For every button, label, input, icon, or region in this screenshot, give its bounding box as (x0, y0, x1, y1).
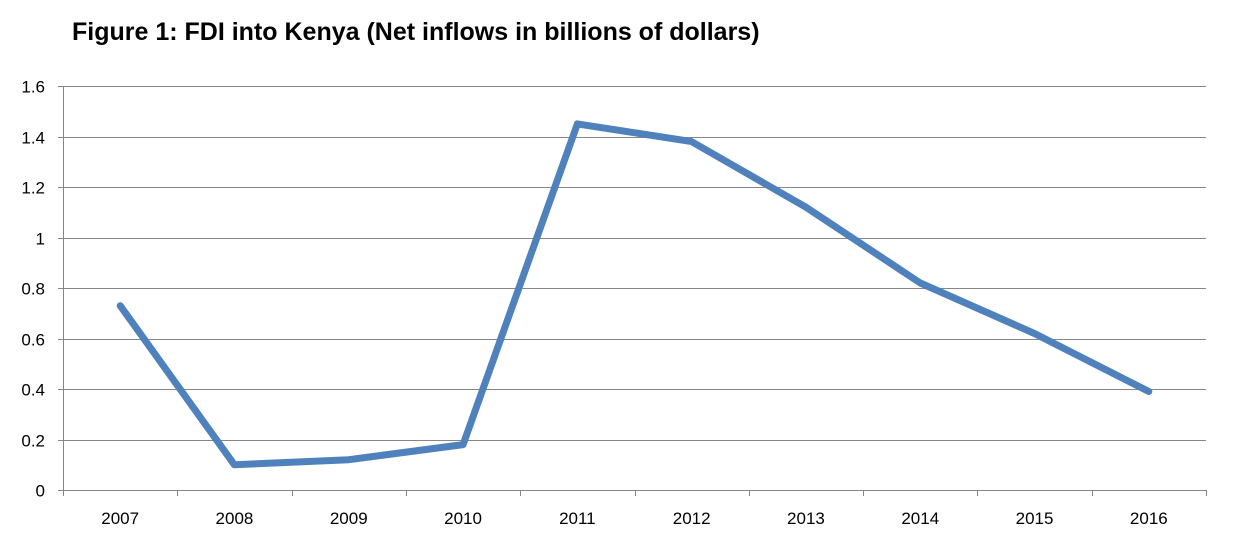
y-tick-label: 1 (36, 230, 45, 249)
x-tick-label: 2016 (1130, 509, 1168, 528)
x-tick-label: 2014 (901, 509, 939, 528)
x-tick-label: 2009 (330, 509, 368, 528)
y-tick-label: 1.2 (21, 179, 45, 198)
y-tick-label: 0.4 (21, 381, 45, 400)
data-point (576, 123, 578, 125)
data-point (1148, 391, 1150, 393)
gridlines (63, 86, 1206, 441)
y-tick-label: 0.2 (21, 432, 45, 451)
data-point (919, 282, 921, 284)
x-tick-label: 2010 (444, 509, 482, 528)
chart-title: Figure 1: FDI into Kenya (Net inflows in… (72, 18, 760, 46)
x-tick-label: 2008 (216, 509, 254, 528)
series-line (116, 120, 1153, 469)
x-tick-label: 2015 (1016, 509, 1054, 528)
x-tick-label: 2007 (101, 509, 139, 528)
data-point (1034, 332, 1036, 334)
x-tick-label: 2011 (559, 509, 596, 528)
y-tick-label: 1.6 (21, 78, 45, 97)
axes (58, 86, 1207, 496)
y-tick-label: 0.8 (21, 280, 45, 299)
y-tick-label: 0.6 (21, 331, 45, 350)
data-point (119, 305, 121, 307)
y-axis-tick-labels: 0 0.2 0.4 0.6 0.8 1 1.2 1.4 1.6 (21, 78, 45, 501)
x-tick-label: 2013 (787, 509, 825, 528)
series-layer (116, 120, 1153, 469)
data-point (233, 464, 235, 466)
data-point (348, 459, 350, 461)
data-point (805, 206, 807, 208)
data-point (691, 141, 693, 143)
data-point (462, 444, 464, 446)
x-tick-label: 2012 (673, 509, 711, 528)
y-tick-label: 1.4 (21, 129, 45, 148)
x-axis-tick-labels: 2007 2008 2009 2010 2011 2012 2013 2014 2015 2016 (101, 509, 1168, 528)
y-tick-label: 0 (36, 482, 45, 501)
